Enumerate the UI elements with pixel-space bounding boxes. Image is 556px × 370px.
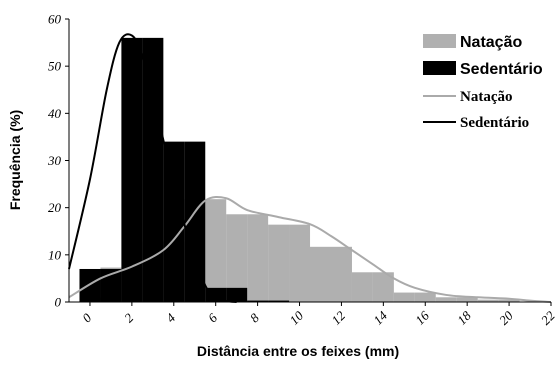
bar-sedentario-9 xyxy=(268,300,290,302)
x-tick-label-4: 4 xyxy=(163,310,179,326)
y-tick-label-60: 60 xyxy=(48,12,62,27)
legend-label-natacao-line: Natação xyxy=(460,89,513,105)
x-tick-label-22: 22 xyxy=(538,308,556,328)
x-tick-label-6: 6 xyxy=(205,310,221,326)
legend-swatch-natacao-bar xyxy=(423,34,456,48)
bar-natacao-10 xyxy=(289,224,311,302)
bar-sedentario-4 xyxy=(163,141,185,302)
bar-sedentario-8 xyxy=(247,300,269,302)
bar-natacao-18 xyxy=(456,297,478,302)
bar-natacao-9 xyxy=(268,224,290,302)
legend-swatch-sedentario-bar xyxy=(423,61,456,75)
y-tick-label-30: 30 xyxy=(47,153,62,168)
bar-natacao-19 xyxy=(477,299,499,302)
y-ticks-layer: 0 10 20 30 40 50 60 xyxy=(47,12,69,310)
bar-sedentario-0 xyxy=(79,268,101,302)
bar-natacao-20 xyxy=(498,299,520,302)
y-tick-label-10: 10 xyxy=(48,247,62,262)
legend-label-sedentario-bar: Sedentário xyxy=(460,61,543,78)
legend-label-sedentario-line: Sedentário xyxy=(460,115,529,131)
bar-natacao-13 xyxy=(351,272,373,302)
bar-sedentario-1 xyxy=(100,268,122,302)
lines-layer xyxy=(68,33,552,303)
bar-natacao-12 xyxy=(330,246,352,302)
bar-sedentario-7 xyxy=(226,287,248,302)
x-tick-label-18: 18 xyxy=(454,308,474,328)
y-tick-label-0: 0 xyxy=(55,295,62,310)
bar-sedentario-5 xyxy=(184,141,206,302)
x-tick-label-0: 0 xyxy=(79,310,95,326)
x-tick-label-2: 2 xyxy=(121,310,137,326)
y-tick-label-20: 20 xyxy=(48,200,62,215)
bar-sedentario-2 xyxy=(121,37,143,303)
y-tick-label-50: 50 xyxy=(48,59,62,74)
legend: Natação Sedentário Natação Sedentário xyxy=(423,34,543,131)
bar-natacao-8 xyxy=(247,214,269,302)
x-tick-label-12: 12 xyxy=(328,308,348,328)
bar-sedentario-3 xyxy=(142,37,164,303)
x-tick-label-16: 16 xyxy=(412,308,432,328)
x-ticks-layer: 0 2 4 6 8 10 12 14 16 18 20 22 xyxy=(79,302,556,328)
bar-natacao-11 xyxy=(310,246,331,302)
x-tick-label-8: 8 xyxy=(247,310,263,326)
y-tick-label-40: 40 xyxy=(48,106,62,121)
bar-natacao-16 xyxy=(414,292,436,302)
y-axis-title: Frequência (%) xyxy=(7,110,23,210)
line-sedentario xyxy=(68,33,237,303)
bar-natacao-7 xyxy=(226,214,248,302)
bar-natacao-6 xyxy=(205,199,227,302)
legend-label-natacao-bar: Natação xyxy=(460,34,522,51)
x-tick-label-20: 20 xyxy=(496,308,516,328)
bar-sedentario-6 xyxy=(205,287,227,302)
bars-layer xyxy=(79,37,520,303)
x-axis-title: Distância entre os feixes (mm) xyxy=(197,343,399,359)
bar-natacao-14 xyxy=(372,272,394,302)
line-natacao xyxy=(68,196,552,303)
bar-natacao-17 xyxy=(435,297,457,302)
x-tick-label-10: 10 xyxy=(286,308,306,328)
bar-natacao-15 xyxy=(393,292,415,302)
x-tick-label-14: 14 xyxy=(370,308,390,328)
